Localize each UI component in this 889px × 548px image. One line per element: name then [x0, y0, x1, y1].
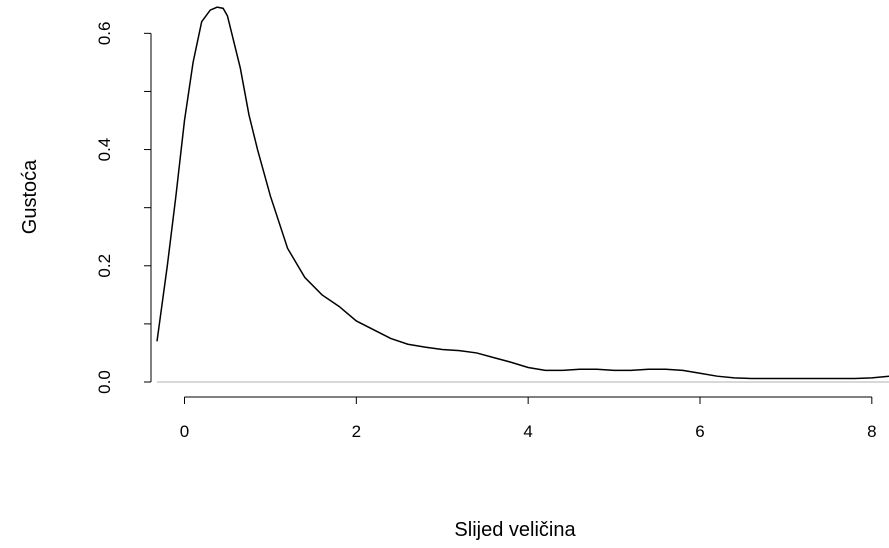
- density-line: [156, 6, 889, 380]
- y-tick-label: 0.4: [95, 138, 114, 162]
- y-tick-label: 0.6: [95, 22, 114, 46]
- x-tick-label: 0: [180, 422, 189, 441]
- y-axis-title: Gustoća: [19, 159, 41, 234]
- y-tick-label: 0.0: [95, 370, 114, 394]
- x-tick-label: 6: [695, 422, 704, 441]
- x-tick-label: 2: [352, 422, 361, 441]
- x-axis-title: Slijed veličina: [454, 519, 576, 541]
- y-axis: 0.0 0.2 0.4 0.6: [95, 22, 152, 394]
- x-tick-label: 4: [523, 422, 532, 441]
- x-tick-label: 8: [867, 422, 876, 441]
- y-tick-label: 0.2: [95, 254, 114, 278]
- x-axis: 0 2 4 6 8: [180, 396, 877, 441]
